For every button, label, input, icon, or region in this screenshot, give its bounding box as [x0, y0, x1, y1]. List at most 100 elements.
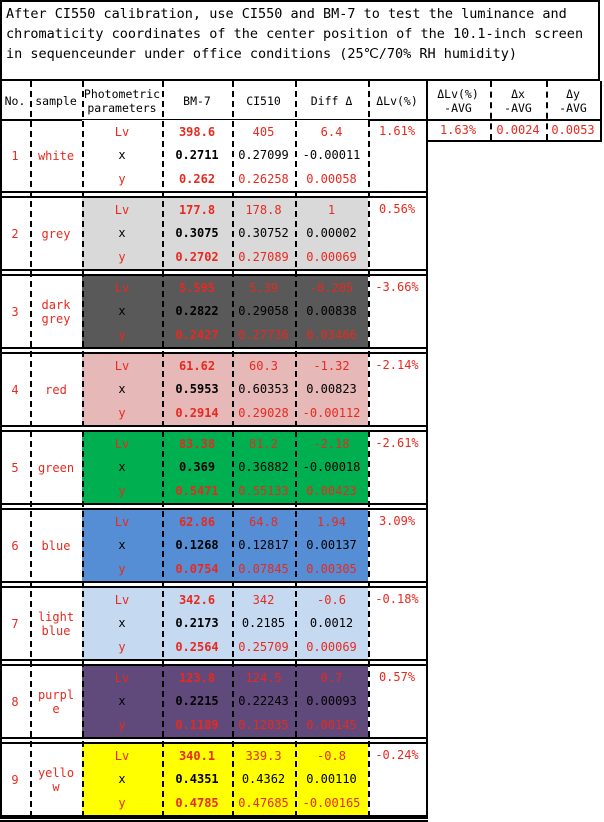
bm7-value: 0.2914	[175, 406, 219, 421]
ci510-value: 0.60353	[238, 382, 289, 397]
diff-value: 0.00093	[306, 694, 357, 709]
delta-lv-percent: 1.61%	[378, 124, 416, 138]
diff-value: -0.00165	[302, 796, 361, 811]
row-number: 6	[11, 538, 19, 553]
param-label: Lv	[114, 436, 130, 451]
param-label: x	[118, 772, 126, 787]
avg-divider	[546, 81, 548, 140]
param-label: x	[118, 226, 126, 241]
ci510-value: 0.36882	[238, 460, 289, 475]
row-number: 8	[11, 694, 19, 709]
row-number: 7	[11, 616, 19, 631]
ci510-value: 342	[252, 592, 275, 607]
diff-value: 0.00823	[306, 382, 357, 397]
header-dlv: ΔLv(%)	[376, 93, 418, 108]
param-label: x	[118, 694, 126, 709]
sample-color-swatch	[82, 510, 368, 581]
diff-value: -0.8	[317, 748, 346, 763]
param-label: x	[118, 538, 126, 553]
row-number: 5	[11, 460, 19, 475]
row-top-rule	[0, 664, 428, 666]
ci510-value: 0.30752	[238, 226, 289, 241]
ci510-value: 0.25709	[238, 640, 289, 655]
bm7-value: 0.2215	[175, 694, 219, 709]
param-label: y	[118, 484, 126, 499]
param-label: y	[118, 250, 126, 265]
column-divider	[368, 81, 370, 817]
row-bottom-rule	[0, 503, 428, 505]
ci510-value: 339.3	[245, 748, 282, 763]
bm7-value: 342.6	[178, 592, 216, 607]
header-no: No.	[4, 93, 26, 108]
bm7-value: 0.2564	[175, 640, 219, 655]
bm7-value: 0.2173	[175, 616, 219, 631]
ci510-value: 0.4362	[241, 772, 286, 787]
row-number: 3	[11, 304, 19, 319]
row-bottom-rule	[0, 581, 428, 583]
delta-lv-percent: -3.66%	[375, 280, 419, 294]
bm7-value: 177.8	[178, 202, 216, 217]
bm7-value: 83.38	[178, 436, 216, 451]
avg-value-1: 0.0024	[496, 123, 540, 137]
diff-value: -2.18	[313, 436, 350, 451]
ci510-value: 0.26258	[238, 172, 289, 187]
bm7-value: 0.3075	[175, 226, 219, 241]
ci510-value: 0.29058	[238, 304, 289, 319]
ci510-value: 124.5	[245, 670, 282, 685]
param-label: Lv	[114, 592, 130, 607]
bm7-value: 0.4785	[175, 796, 219, 811]
delta-lv-percent: 3.09%	[378, 514, 416, 528]
row-number: 9	[11, 772, 19, 787]
avg-right-border	[600, 81, 602, 142]
avg-left-border	[426, 81, 428, 140]
bm7-value: 62.86	[178, 514, 216, 529]
diff-value: 0.00838	[306, 304, 357, 319]
diff-value: 0.7	[320, 670, 343, 685]
sample-color-swatch	[82, 198, 368, 269]
diff-value: 1.94	[317, 514, 346, 529]
row-top-rule	[0, 430, 428, 432]
ci510-value: 0.27099	[238, 148, 289, 163]
sample-name: red	[45, 382, 67, 397]
diff-value: 0.00110	[306, 772, 357, 787]
row-number: 1	[11, 148, 19, 163]
avg-divider	[490, 81, 492, 140]
column-divider	[295, 81, 297, 817]
left-border	[0, 81, 2, 817]
param-label: y	[118, 406, 126, 421]
row-bottom-rule	[0, 269, 428, 271]
row-bottom-rule	[0, 425, 428, 427]
sample-name: purpl e	[37, 687, 75, 716]
table-title: After CI550 calibration, use CI550 and B…	[0, 0, 600, 81]
param-label: x	[118, 382, 126, 397]
param-label: Lv	[114, 670, 130, 685]
diff-value: 1	[327, 202, 336, 217]
row-top-rule	[0, 508, 428, 510]
param-label: Lv	[114, 358, 130, 373]
param-label: y	[118, 172, 126, 187]
ci510-value: 178.8	[245, 202, 282, 217]
header-bm7: BM-7	[183, 93, 211, 108]
param-label: y	[118, 562, 126, 577]
avg-value-0: 1.63%	[439, 123, 477, 137]
ci510-value: 0.55133	[238, 484, 289, 499]
row-bottom-rule	[0, 347, 428, 349]
diff-value: -0.6	[317, 592, 346, 607]
ci510-value: 0.27089	[238, 250, 289, 265]
diff-value: 0.03466	[306, 328, 357, 343]
avg-header-0: ΔLv(%) -AVG	[437, 86, 479, 115]
param-label: y	[118, 640, 126, 655]
param-label: Lv	[114, 124, 130, 139]
row-bottom-rule	[0, 191, 428, 193]
bm7-value: 61.62	[178, 358, 216, 373]
ci510-value: 60.3	[249, 358, 278, 373]
sample-color-swatch	[82, 276, 368, 347]
param-label: x	[118, 148, 126, 163]
table-bottom-rule	[0, 817, 428, 819]
bm7-value: 0.4351	[175, 772, 219, 787]
row-number: 2	[11, 226, 19, 241]
delta-lv-percent: -0.18%	[375, 592, 419, 606]
bm7-value: 0.2427	[175, 328, 219, 343]
diff-value: 0.00137	[306, 538, 357, 553]
row-top-rule	[0, 352, 428, 354]
